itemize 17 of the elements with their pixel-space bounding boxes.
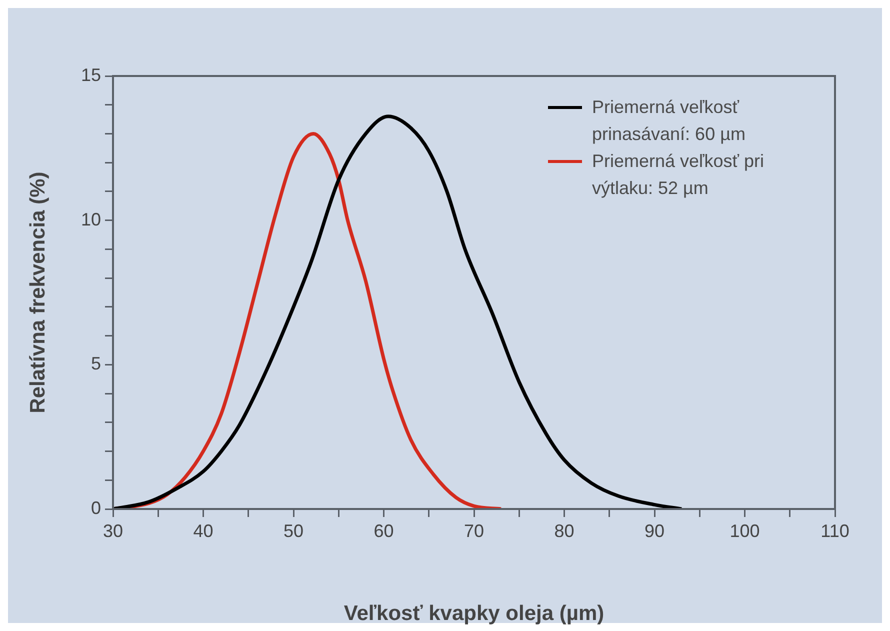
legend-label: Priemerná veľkosť prinasávaní: 60 µm bbox=[592, 96, 746, 146]
x-tick-label: 90 bbox=[644, 520, 665, 541]
x-tick-label: 50 bbox=[283, 520, 304, 541]
x-axis-title: Veľkosť kvapky oleja (µm) bbox=[344, 602, 604, 626]
x-tick-label: 100 bbox=[730, 520, 760, 541]
x-tick-label: 110 bbox=[820, 520, 850, 541]
x-tick-label: 60 bbox=[374, 520, 394, 541]
x-tick-label: 40 bbox=[193, 520, 214, 541]
legend-label: Priemerná veľkosť pri výtlaku: 52 µm bbox=[592, 150, 766, 200]
y-axis-title: Relatívna frekvencia (%) bbox=[26, 172, 50, 414]
y-tick-label: 0 bbox=[90, 498, 101, 518]
y-tick-label: 10 bbox=[80, 209, 101, 230]
x-tick-label: 30 bbox=[102, 520, 124, 541]
x-tick-label: 70 bbox=[464, 520, 484, 541]
y-tick-label: 5 bbox=[90, 354, 101, 374]
x-tick-label: 80 bbox=[554, 520, 574, 541]
y-tick-label: 15 bbox=[80, 64, 101, 85]
